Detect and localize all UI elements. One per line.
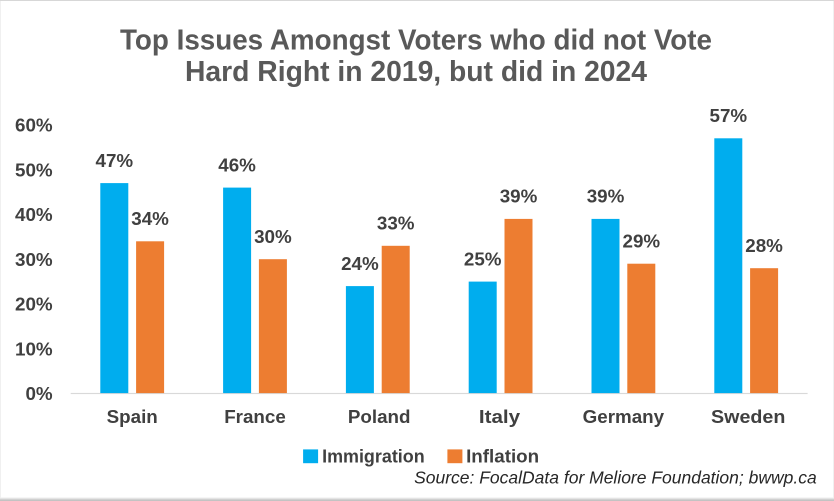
svg-text:50%: 50% (15, 159, 53, 180)
svg-text:28%: 28% (745, 235, 783, 256)
svg-text:57%: 57% (710, 105, 748, 126)
svg-text:Poland: Poland (348, 406, 411, 427)
svg-text:Germany: Germany (583, 406, 665, 427)
svg-text:10%: 10% (15, 338, 53, 359)
svg-text:47%: 47% (96, 150, 134, 171)
svg-text:20%: 20% (15, 294, 53, 315)
svg-text:24%: 24% (341, 253, 379, 274)
svg-text:Top Issues Amongst Voters who: Top Issues Amongst Voters who did not Vo… (120, 25, 712, 57)
svg-text:0%: 0% (25, 383, 52, 404)
svg-text:France: France (224, 406, 286, 427)
svg-text:34%: 34% (131, 208, 169, 229)
svg-text:25%: 25% (464, 248, 502, 269)
svg-text:39%: 39% (587, 186, 625, 207)
svg-text:Hard Right in 2019, but did in: Hard Right in 2019, but did in 2024 (185, 56, 647, 88)
svg-text:30%: 30% (15, 249, 53, 270)
svg-text:Sweden: Sweden (711, 406, 785, 427)
svg-text:46%: 46% (218, 154, 256, 175)
svg-text:Italy: Italy (479, 406, 521, 427)
svg-text:Immigration: Immigration (322, 445, 425, 466)
svg-text:39%: 39% (500, 186, 538, 207)
svg-text:60%: 60% (15, 115, 53, 136)
svg-text:40%: 40% (15, 204, 53, 225)
svg-text:Spain: Spain (107, 406, 158, 427)
svg-text:30%: 30% (254, 226, 292, 247)
svg-text:29%: 29% (623, 230, 661, 251)
svg-text:33%: 33% (377, 213, 415, 234)
svg-text:Inflation: Inflation (466, 445, 539, 466)
svg-text:Source: FocalData for Meliore: Source: FocalData for Meliore Foundation… (414, 468, 817, 488)
